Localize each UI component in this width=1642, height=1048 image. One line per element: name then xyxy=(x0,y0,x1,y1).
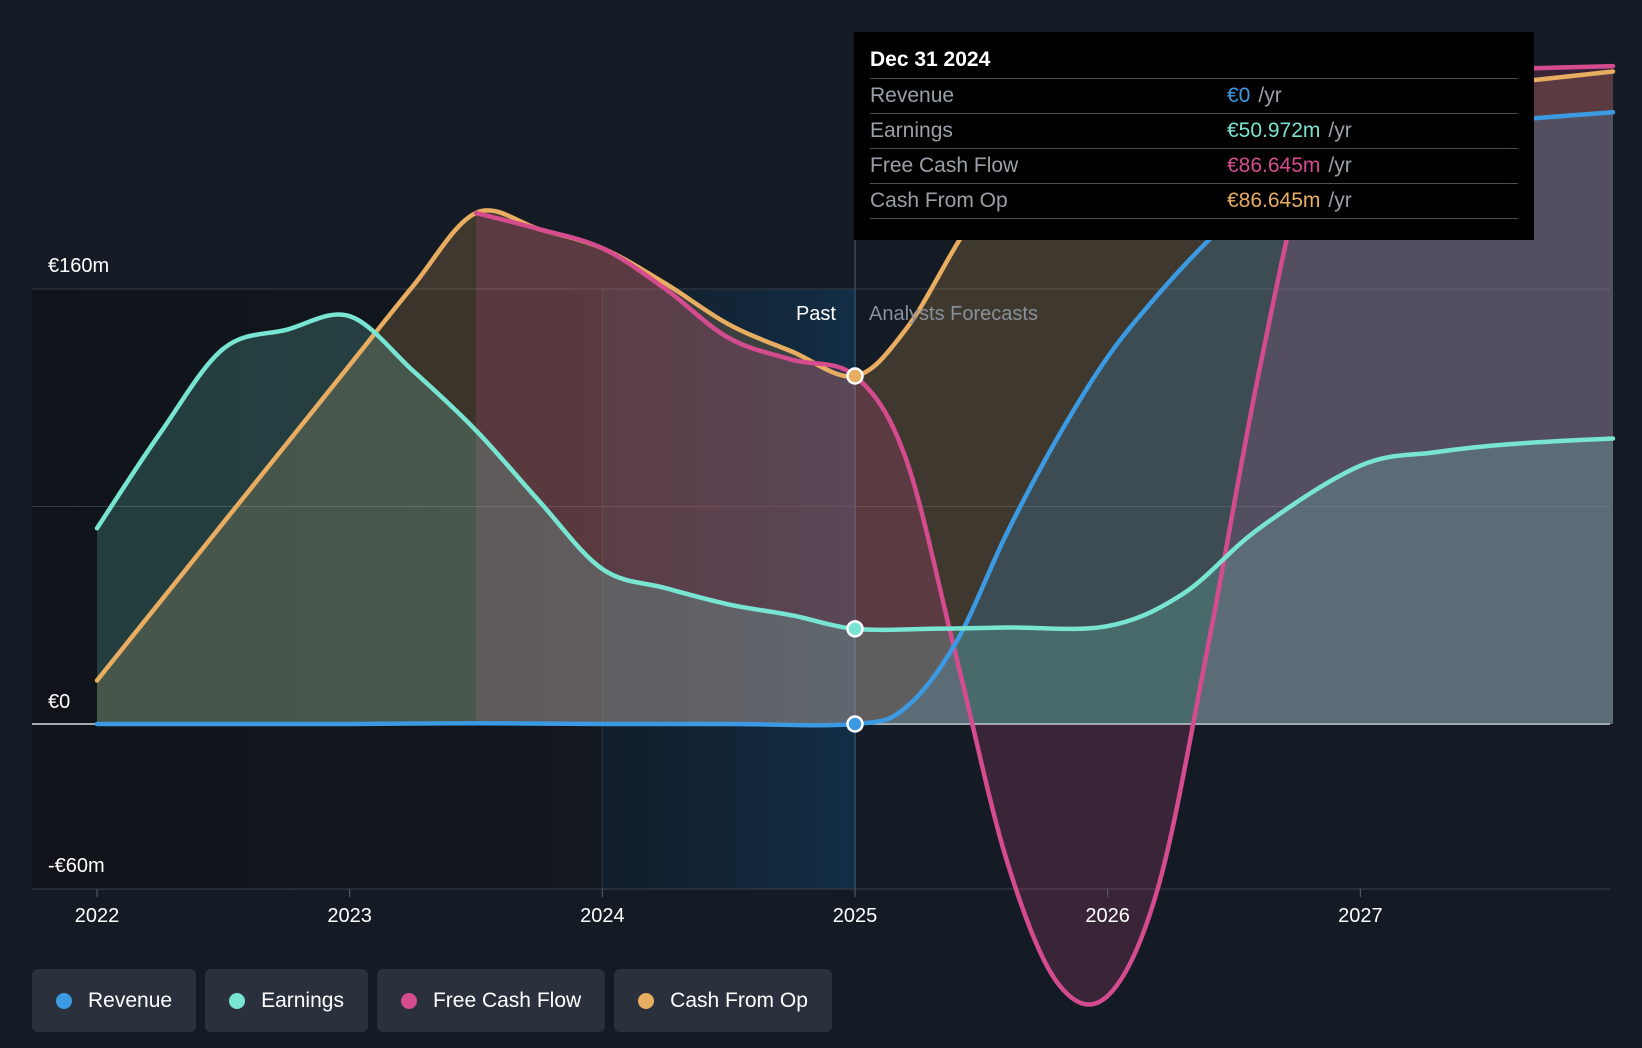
tooltip-row-free-cash-flow: Free Cash Flow €86.645m /yr xyxy=(870,149,1518,184)
marker-revenue xyxy=(846,715,864,733)
tooltip-label: Revenue xyxy=(870,84,955,107)
tooltip-value: €86.645m xyxy=(1227,154,1321,177)
legend-dot-icon xyxy=(400,992,417,1009)
legend-item-earnings[interactable]: Earnings xyxy=(205,969,368,1032)
x-tick-label: 2023 xyxy=(327,905,372,927)
tooltip-value: €50.972m xyxy=(1227,119,1321,142)
x-tick-label: 2026 xyxy=(1085,905,1130,927)
tooltip-label: Free Cash Flow xyxy=(870,154,1019,177)
legend-dot-icon xyxy=(638,992,655,1009)
area-free-cash-flow xyxy=(476,66,1613,1005)
x-tick-label: 2025 xyxy=(833,905,878,927)
legend-dot-icon xyxy=(56,992,72,1009)
marker-cash-from-op xyxy=(846,367,864,385)
tooltip-row-revenue: Revenue €0 /yr xyxy=(870,79,1518,114)
legend-label: Cash From Op xyxy=(670,988,808,1012)
area-revenue xyxy=(97,112,1613,726)
legend-label: Earnings xyxy=(261,988,344,1012)
legend-label: Revenue xyxy=(88,988,173,1012)
legend-item-free-cash-flow[interactable]: Free Cash Flow xyxy=(376,969,606,1032)
x-tick-label: 2024 xyxy=(580,905,625,927)
x-tick-label: 2022 xyxy=(75,905,120,927)
y-label-top: €160m xyxy=(48,255,109,277)
tooltip-unit: /yr xyxy=(1328,189,1352,212)
y-label-bottom: -€60m xyxy=(48,855,105,877)
series-line-earnings xyxy=(94,312,1616,633)
legend-item-cash-from-op[interactable]: Cash From Op xyxy=(614,969,832,1032)
legend-item-revenue[interactable]: Revenue xyxy=(32,969,197,1032)
marker-earnings xyxy=(846,620,864,638)
tooltip-unit: /yr xyxy=(1328,154,1352,177)
legend-label: Free Cash Flow xyxy=(432,988,582,1012)
tooltip-row-cash-from-op: Cash From Op €86.645m /yr xyxy=(870,184,1518,219)
tooltip-label: Earnings xyxy=(870,119,953,142)
x-tick-label: 2027 xyxy=(1338,905,1383,927)
tooltip-value: €86.645m xyxy=(1227,189,1321,212)
forecast-label: Analysts Forecasts xyxy=(869,303,1038,325)
tooltip-title: Dec 31 2024 xyxy=(870,46,1518,79)
area-earnings xyxy=(97,314,1613,724)
tooltip-value: €0 xyxy=(1227,84,1251,107)
past-shade xyxy=(32,289,603,889)
tooltip-unit: /yr xyxy=(1328,119,1352,142)
tooltip-unit: /yr xyxy=(1258,84,1282,107)
highlight-band xyxy=(602,289,855,889)
legend-dot-icon xyxy=(229,992,246,1009)
tooltip-label: Cash From Op xyxy=(870,189,1008,212)
legend: Revenue Earnings Free Cash Flow Cash Fro… xyxy=(32,969,832,1032)
tooltip: Dec 31 2024 Revenue €0 /yr Earnings €50.… xyxy=(854,32,1534,240)
y-label-zero: €0 xyxy=(48,691,70,713)
past-label: Past xyxy=(796,303,836,325)
tooltip-row-earnings: Earnings €50.972m /yr xyxy=(870,114,1518,149)
